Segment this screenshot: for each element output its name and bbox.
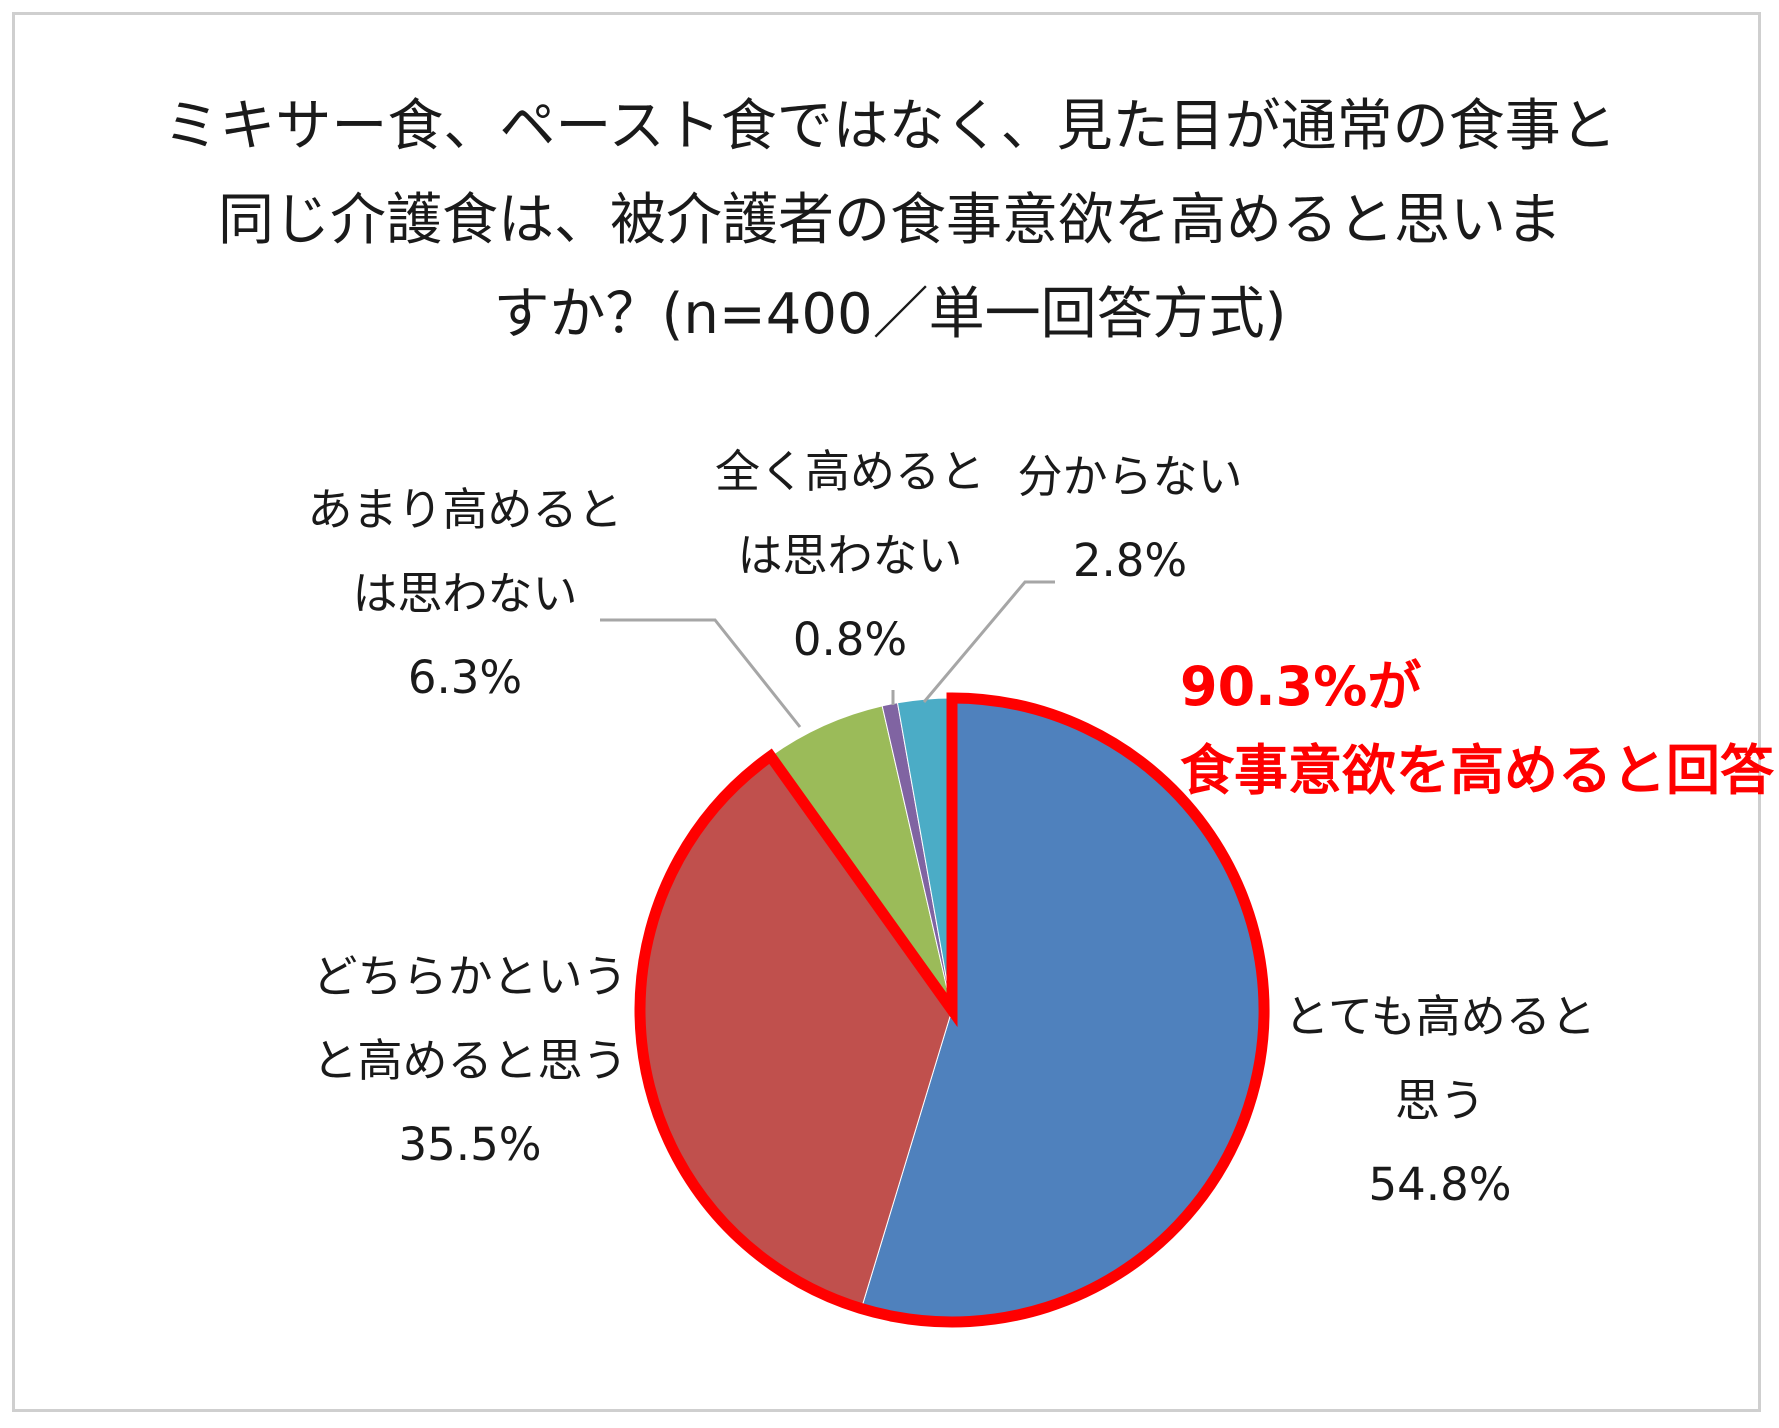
highlight-outline xyxy=(634,692,1270,1328)
leader-line-not-much xyxy=(600,618,802,728)
slice-label-not-much-line-2: は思わない xyxy=(352,567,578,620)
slice-label-dont-know: 分からない 2.8% xyxy=(1000,435,1260,603)
slice-value-dont-know: 2.8% xyxy=(1072,534,1188,587)
slice-label-very-much-line-2: 思う xyxy=(1394,1074,1485,1127)
slice-label-not-at-all-line-2: は思わない xyxy=(737,529,963,582)
highlight-callout-line-2: 食事意欲を高めると回答 xyxy=(1180,739,1774,802)
slice-label-not-much-line-1: あまり高めると xyxy=(307,483,623,536)
slice-value-very-much: 54.8% xyxy=(1368,1158,1512,1211)
slice-label-very-much: とても高めると 思う 54.8% xyxy=(1280,975,1600,1227)
slice-label-somewhat-line-2: と高めると思う xyxy=(312,1034,628,1087)
slice-value-not-much: 6.3% xyxy=(407,651,523,704)
chart-title: ミキサー食、ペースト食ではなく、見た目が通常の食事と 同じ介護食は、被介護者の食… xyxy=(140,80,1640,362)
chart-title-line-1: ミキサー食、ペースト食ではなく、見た目が通常の食事と xyxy=(163,94,1617,159)
slice-label-not-at-all: 全く高めると は思わない 0.8% xyxy=(700,430,1000,682)
chart-title-line-2: 同じ介護食は、被介護者の食事意欲を高めると思いま xyxy=(218,188,1562,253)
slice-label-very-much-line-1: とても高めると xyxy=(1284,990,1596,1043)
slice-label-somewhat: どちらかという と高めると思う 35.5% xyxy=(300,935,640,1187)
slice-value-somewhat: 35.5% xyxy=(398,1118,542,1171)
slice-value-not-at-all: 0.8% xyxy=(792,613,908,666)
slice-label-not-much: あまり高めると は思わない 6.3% xyxy=(305,468,625,720)
leader-line-dont-know xyxy=(922,580,1055,703)
highlight-callout: 90.3%が 食事意欲を高めると回答 xyxy=(1180,645,1774,813)
slice-label-somewhat-line-1: どちらかという xyxy=(312,950,628,1003)
highlight-callout-line-1: 90.3%が xyxy=(1180,655,1422,718)
chart-title-line-3: すか？(n=400／単一回答方式) xyxy=(493,282,1287,347)
slice-label-not-at-all-line-1: 全く高めると xyxy=(714,445,985,498)
slice-label-dont-know-line-1: 分からない xyxy=(1017,450,1243,503)
